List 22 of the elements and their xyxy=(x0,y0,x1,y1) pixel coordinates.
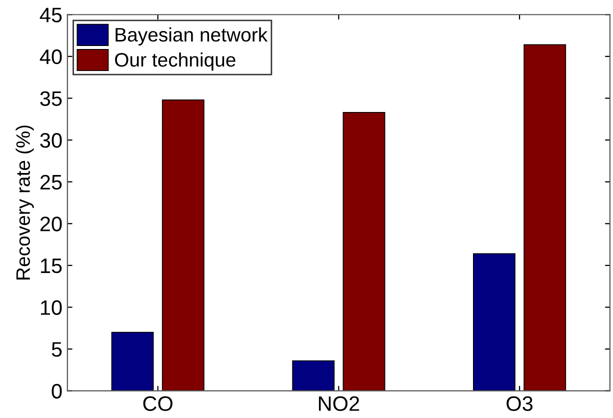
legend-label: Our technique xyxy=(115,52,236,71)
x-tick-label: CO xyxy=(143,396,172,411)
y-tick-label: 5 xyxy=(52,342,62,357)
bar xyxy=(292,360,335,391)
y-tick-label: 30 xyxy=(40,133,62,148)
bar xyxy=(342,112,386,391)
y-tick-label: 0 xyxy=(52,384,62,399)
y-tick-label: 15 xyxy=(40,258,62,274)
y-tick-label: 40 xyxy=(40,49,62,64)
bar xyxy=(162,99,204,391)
y-axis-title: Recovery rate (%) xyxy=(16,126,34,280)
bar xyxy=(472,253,516,391)
y-tick-label: 20 xyxy=(40,216,62,232)
y-tick-label: 10 xyxy=(40,300,62,315)
bar xyxy=(524,44,566,391)
bar xyxy=(111,332,154,391)
y-tick-label: 25 xyxy=(40,174,62,190)
legend-label: Bayesian network xyxy=(116,27,268,46)
x-tick-label: NO2 xyxy=(318,396,360,411)
x-tick-label: O3 xyxy=(506,396,532,411)
y-tick-label: 45 xyxy=(40,8,62,22)
y-tick-label: 35 xyxy=(40,91,62,106)
